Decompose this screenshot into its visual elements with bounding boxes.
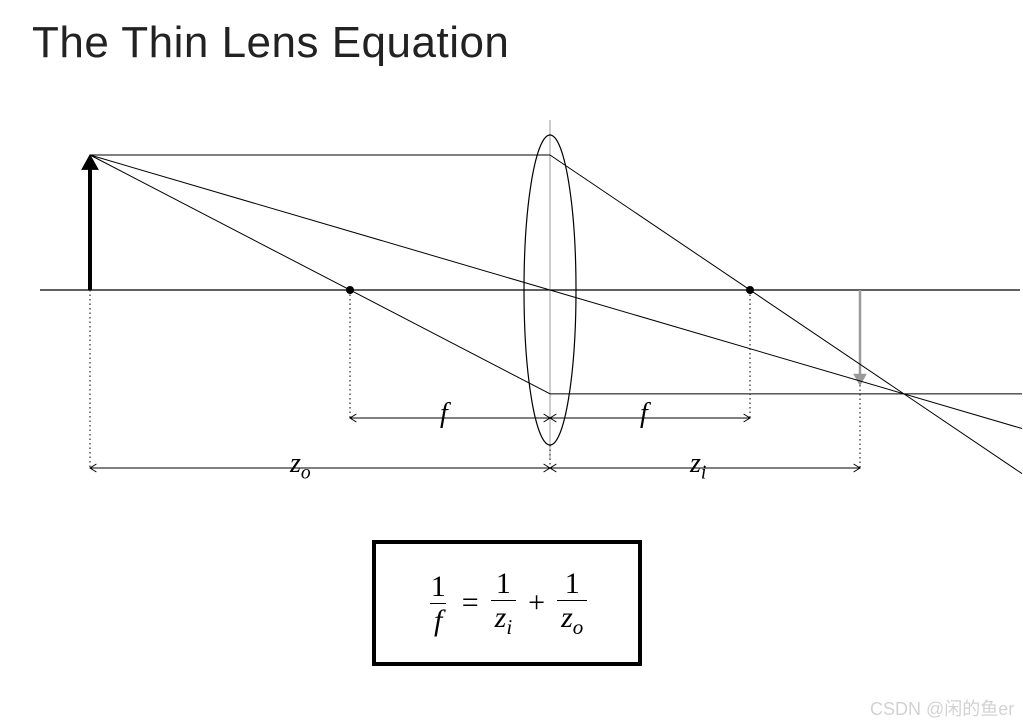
eq-lhs-num: 1 <box>427 570 450 603</box>
label-zo: zo <box>290 448 311 485</box>
watermark: CSDN @闲的鱼er <box>870 695 1014 721</box>
eq-equals: = <box>462 586 479 620</box>
thin-lens-equation: 1 f = 1 zi + 1 zo <box>376 544 638 662</box>
eq-r2-den: zo <box>557 600 587 639</box>
equation-box: 1 f = 1 zi + 1 zo <box>372 540 642 666</box>
eq-r1-den: zi <box>491 600 517 639</box>
eq-r1-num: 1 <box>492 567 515 600</box>
label-f-left: f <box>440 398 448 430</box>
label-f-right: f <box>640 398 648 430</box>
eq-plus: + <box>528 586 545 620</box>
label-zi: zi <box>690 448 706 485</box>
eq-lhs-den: f <box>430 603 446 637</box>
eq-r2-num: 1 <box>561 567 584 600</box>
